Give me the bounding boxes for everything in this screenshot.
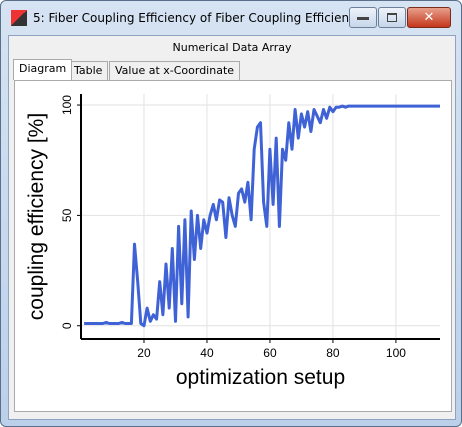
subtitle: Numerical Data Array	[172, 41, 292, 54]
x-tick-label: 20	[137, 346, 151, 360]
tab-panel: 20 40 60 80 100 0 50 100 optimization setup coupl…	[14, 80, 452, 412]
y-axis-label: coupling efficiency [%]	[25, 113, 48, 320]
tab[interactable]: Diagram	[13, 59, 73, 80]
y-tick-label: 100	[60, 95, 74, 115]
y-tick-label: 0	[60, 322, 74, 329]
window-title: 5: Fiber Coupling Efficiency of Fiber Co…	[33, 11, 361, 25]
tab[interactable]: Table	[68, 61, 109, 80]
minimize-button[interactable]	[349, 7, 377, 28]
x-tick-label: 60	[263, 346, 277, 360]
x-tick-label: 100	[386, 346, 406, 360]
close-button[interactable]: ✕	[407, 7, 451, 28]
y-tick-label: 50	[60, 208, 74, 222]
x-tick-label: 40	[200, 346, 214, 360]
tab[interactable]: Value at x-Coordinate	[109, 61, 241, 80]
client-area: Numerical Data Array Diagram Table Value…	[8, 35, 456, 420]
x-axis-label: optimization setup	[176, 366, 345, 389]
app-icon	[11, 10, 27, 26]
data-line	[84, 104, 440, 328]
x-tick-label: 80	[326, 346, 340, 360]
chart: 20 40 60 80 100 0 50 100 optimization setup coupl…	[25, 94, 440, 389]
maximize-button[interactable]	[378, 7, 406, 28]
